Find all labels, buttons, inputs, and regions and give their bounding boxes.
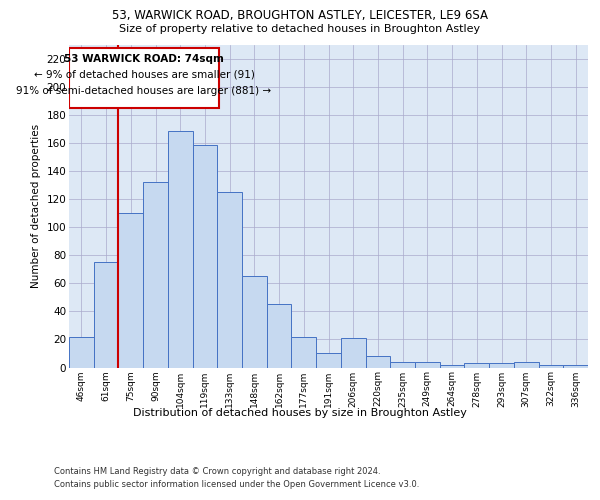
Text: Size of property relative to detached houses in Broughton Astley: Size of property relative to detached ho…: [119, 24, 481, 34]
Text: Contains public sector information licensed under the Open Government Licence v3: Contains public sector information licen…: [54, 480, 419, 489]
Bar: [489, 364, 514, 368]
Bar: [69, 336, 94, 368]
Bar: [242, 276, 267, 368]
Bar: [464, 364, 489, 368]
Text: ← 9% of detached houses are smaller (91): ← 9% of detached houses are smaller (91): [34, 70, 254, 80]
Bar: [267, 304, 292, 368]
Bar: [143, 182, 168, 368]
Bar: [341, 338, 365, 368]
Bar: [292, 336, 316, 368]
Bar: [539, 364, 563, 368]
FancyBboxPatch shape: [70, 48, 218, 108]
Text: 91% of semi-detached houses are larger (881) →: 91% of semi-detached houses are larger (…: [16, 86, 272, 97]
Bar: [365, 356, 390, 368]
Text: Distribution of detached houses by size in Broughton Astley: Distribution of detached houses by size …: [133, 408, 467, 418]
Bar: [193, 144, 217, 368]
Bar: [94, 262, 118, 368]
Bar: [563, 364, 588, 368]
Text: Contains HM Land Registry data © Crown copyright and database right 2024.: Contains HM Land Registry data © Crown c…: [54, 468, 380, 476]
Bar: [316, 354, 341, 368]
Bar: [440, 364, 464, 368]
Bar: [168, 130, 193, 368]
Bar: [415, 362, 440, 368]
Bar: [390, 362, 415, 368]
Y-axis label: Number of detached properties: Number of detached properties: [31, 124, 41, 288]
Bar: [217, 192, 242, 368]
Text: 53, WARWICK ROAD, BROUGHTON ASTLEY, LEICESTER, LE9 6SA: 53, WARWICK ROAD, BROUGHTON ASTLEY, LEIC…: [112, 9, 488, 22]
Text: 53 WARWICK ROAD: 74sqm: 53 WARWICK ROAD: 74sqm: [64, 54, 224, 64]
Bar: [514, 362, 539, 368]
Bar: [118, 214, 143, 368]
